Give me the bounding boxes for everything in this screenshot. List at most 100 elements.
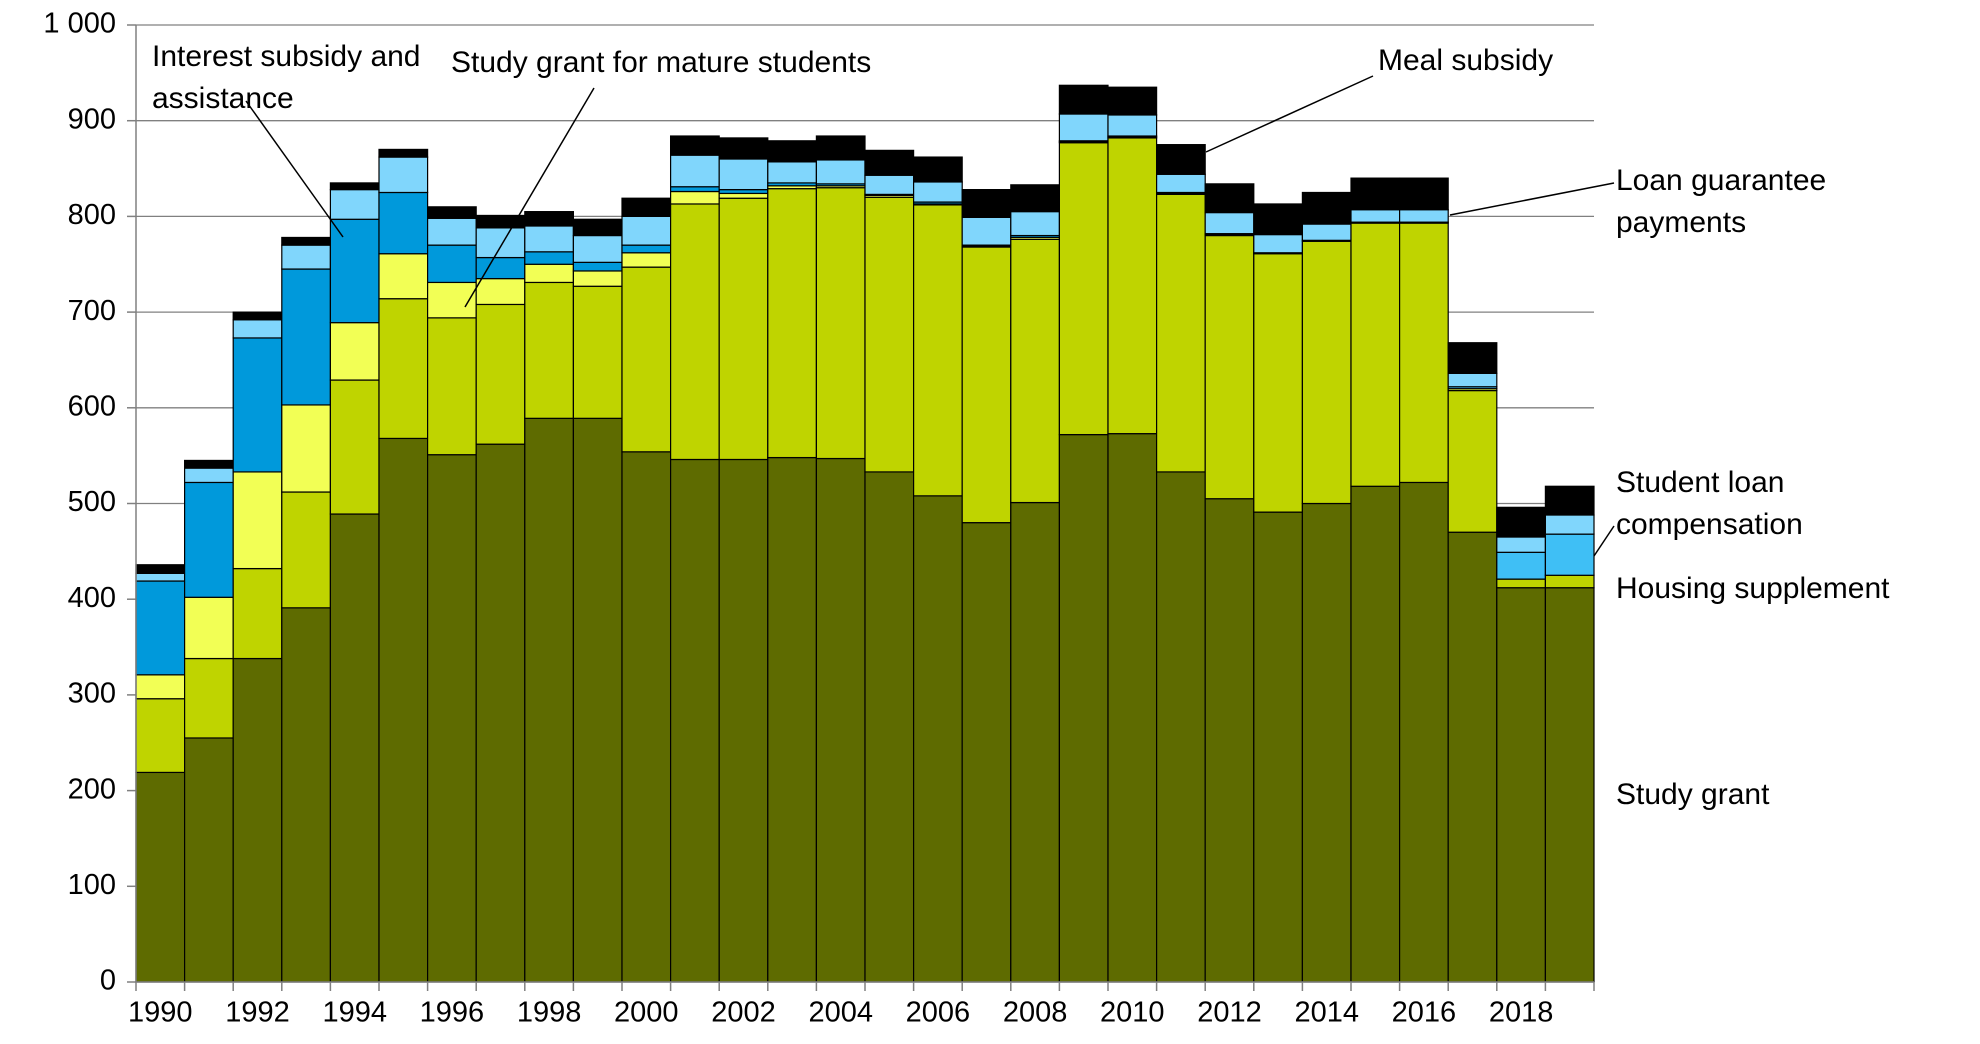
bar-segment: [1058, 113, 1109, 142]
y-tick-label: 200: [68, 773, 116, 805]
bar-segment: [767, 161, 817, 184]
leader-line: [245, 100, 344, 238]
bar-segment: [1350, 209, 1401, 223]
bar-segment: [475, 227, 526, 259]
series-label: Study grant: [1616, 778, 1770, 811]
bar-segment: [232, 337, 283, 473]
bar-segment: [232, 567, 283, 660]
bar-segment: [232, 311, 283, 321]
bar-segment: [767, 456, 817, 983]
bar-segment: [621, 215, 672, 246]
y-tick-label: 600: [68, 390, 116, 422]
bar-segment: [621, 266, 672, 453]
bar-segment: [864, 149, 915, 176]
leader-line: [1449, 182, 1615, 216]
x-tick-label: 1994: [322, 997, 387, 1029]
bar-segment: [864, 174, 915, 195]
bar-segment: [1253, 233, 1304, 254]
bar-segment: [1301, 223, 1352, 241]
bar-segment: [912, 495, 963, 983]
bar-segment: [669, 203, 720, 461]
bar-segment: [329, 513, 380, 983]
bar-segment: [184, 459, 234, 469]
bar-segment: [1107, 114, 1158, 137]
bar-segment: [718, 137, 769, 160]
bar-segment: [1447, 342, 1498, 374]
bar-segment: [1398, 481, 1449, 983]
bar-segment: [427, 244, 477, 284]
x-tick-label: 2000: [614, 997, 679, 1029]
bar-segment: [329, 379, 380, 515]
bar-segment: [524, 263, 574, 284]
y-tick-label: 1 000: [43, 8, 116, 40]
bar-segment: [378, 298, 429, 440]
bar-segment: [378, 253, 429, 300]
bar-segment: [961, 246, 1012, 524]
x-tick-label: 1996: [420, 997, 485, 1029]
bar-segment: [1058, 142, 1109, 436]
x-tick-label: 2016: [1392, 997, 1457, 1029]
bar-segment: [1496, 536, 1547, 553]
x-tick-label: 2006: [906, 997, 971, 1029]
leader-line: [1593, 525, 1615, 557]
bar-segment: [329, 189, 380, 220]
bar-segment: [1204, 498, 1255, 983]
bar-segment: [621, 197, 672, 217]
bar-segment: [1544, 514, 1595, 535]
bar-segment: [621, 244, 672, 254]
bar-segment: [281, 268, 331, 406]
bar-segment: [135, 674, 186, 700]
bar-segment: [767, 140, 817, 163]
bar-segment: [281, 404, 331, 493]
bar-segment: [912, 156, 963, 183]
bar-segment: [1010, 238, 1060, 504]
bar-segment: [1544, 485, 1595, 516]
bar-segment: [1496, 587, 1547, 983]
leader-line: [1205, 75, 1374, 153]
bar-segment: [1107, 433, 1158, 983]
bar-segment: [378, 437, 429, 983]
bar-segment: [184, 481, 234, 598]
bar-segment: [1107, 137, 1158, 435]
bar-segment: [1155, 144, 1206, 175]
bar-segment: [524, 211, 574, 227]
bar-segment: [669, 186, 720, 193]
y-tick-label: 700: [68, 295, 116, 327]
bar-segment: [815, 187, 866, 460]
x-tick-label: 2010: [1100, 997, 1165, 1029]
bar-segment: [961, 216, 1012, 246]
bar-segment: [572, 234, 623, 263]
bar-segment: [1398, 209, 1449, 223]
bar-segment: [427, 206, 477, 219]
bar-segment: [767, 188, 817, 459]
bar-segment: [135, 771, 186, 983]
bar-segment: [378, 148, 429, 158]
bar-segment: [1301, 191, 1352, 225]
series-label: Loan guarantee payments: [1616, 164, 1827, 239]
bar-segment: [135, 580, 186, 676]
x-tick-label: 2012: [1197, 997, 1262, 1029]
bar-segment: [718, 197, 769, 461]
series-label: Meal subsidy: [1378, 44, 1554, 77]
series-label: Study grant for mature students: [451, 46, 872, 79]
bar-segment: [524, 225, 574, 253]
bar-segment: [135, 698, 186, 774]
bar-segment: [329, 182, 380, 191]
x-tick-label: 1990: [128, 997, 193, 1029]
bar-segment: [815, 159, 866, 185]
bar-segment: [1301, 240, 1352, 505]
bar-segment: [1447, 389, 1498, 533]
bar-segment: [1253, 203, 1304, 236]
bar-segment: [475, 278, 526, 306]
x-tick-label: 1992: [225, 997, 290, 1029]
bar-segment: [281, 236, 331, 246]
y-tick-label: 100: [68, 869, 116, 901]
bar-segment: [524, 417, 574, 983]
bar-segment: [621, 451, 672, 983]
bar-segment: [427, 454, 477, 983]
bar-segment: [572, 285, 623, 419]
bar-segment: [669, 154, 720, 188]
bar-segment: [1398, 177, 1449, 211]
bar-segment: [572, 270, 623, 287]
